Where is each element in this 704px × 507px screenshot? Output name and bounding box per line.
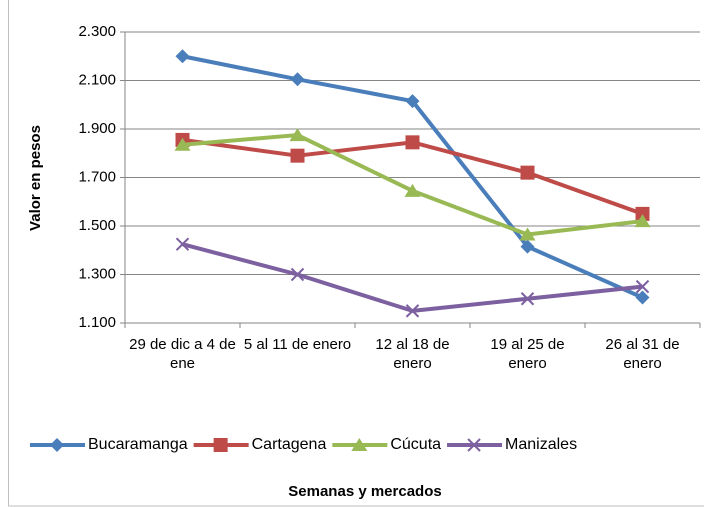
marker: [405, 94, 420, 109]
marker: [289, 128, 306, 142]
x-tick-label: 29 de dic a 4 de ene: [129, 336, 236, 372]
marker: [635, 290, 650, 305]
marker: [635, 279, 650, 294]
y-tick-label: 2.300: [78, 23, 116, 40]
x-tick-label: 19 al 25 de enero: [490, 336, 565, 372]
marker: [519, 227, 536, 241]
legend-item: Cúcuta: [332, 436, 441, 453]
marker: [404, 183, 421, 197]
marker: [290, 148, 305, 163]
marker: [520, 165, 535, 180]
marker: [405, 135, 420, 150]
series-line: [182, 137, 644, 216]
legend-label: Cúcuta: [390, 436, 441, 453]
y-tick-label: 2.100: [78, 71, 116, 88]
y-tick-label: 1.100: [78, 314, 116, 331]
marker: [351, 438, 368, 451]
marker: [405, 304, 420, 318]
marker: [520, 292, 535, 306]
marker: [635, 206, 650, 221]
marker: [520, 239, 535, 254]
x-tick-label: 5 al 11 de enero: [243, 336, 352, 353]
y-tick-label: 1.500: [78, 217, 116, 234]
legend-label: Cartagena: [252, 436, 327, 453]
marker: [290, 267, 305, 282]
series-line: [181, 242, 643, 313]
x-tick-label: 12 al 18 de enero: [375, 336, 450, 372]
chart-border: [8, 0, 704, 507]
marker: [467, 438, 481, 452]
y-tick-label: 1.300: [78, 265, 116, 282]
marker: [213, 438, 228, 452]
y-tick-label: 1.900: [78, 120, 116, 137]
marker: [175, 49, 190, 64]
legend-item: Manizales: [447, 436, 577, 453]
y-tick-label: 1.700: [78, 168, 116, 185]
marker: [175, 237, 190, 251]
x-axis-title: Semanas y mercados: [288, 483, 441, 500]
legend-item: Cartagena: [193, 436, 327, 453]
marker: [290, 72, 305, 87]
marker: [634, 214, 651, 228]
legend-item: Bucaramanga: [30, 436, 188, 453]
marker: [174, 137, 191, 151]
marker: [50, 438, 64, 452]
x-tick-label: 26 al 31 de enero: [605, 336, 680, 372]
y-axis-title: Valor en pesos: [27, 125, 44, 231]
legend-label: Bucaramanga: [88, 436, 188, 453]
legend-label: Manizales: [505, 436, 577, 453]
